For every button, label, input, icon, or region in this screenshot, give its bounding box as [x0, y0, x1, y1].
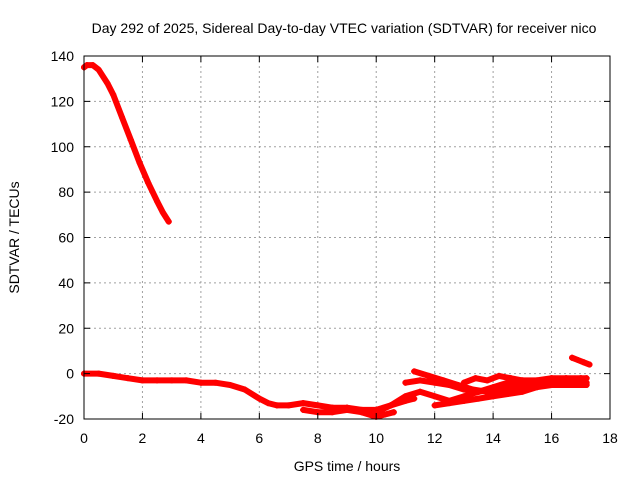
data-point — [455, 381, 462, 388]
data-point — [519, 388, 526, 395]
data-point — [390, 409, 397, 416]
data-point — [154, 198, 161, 205]
data-point — [574, 357, 581, 364]
data-point — [83, 62, 90, 69]
x-tick-label: 10 — [368, 430, 384, 446]
data-layer — [81, 62, 593, 420]
data-point — [411, 368, 418, 375]
data-point — [159, 209, 166, 216]
y-tick-label: 140 — [51, 48, 75, 64]
data-point — [577, 381, 584, 388]
data-point — [431, 393, 438, 400]
data-point — [417, 377, 424, 384]
data-point — [402, 393, 409, 400]
data-point — [548, 381, 555, 388]
data-point — [387, 402, 394, 409]
data-point — [300, 400, 307, 407]
data-point — [446, 400, 453, 407]
data-point — [95, 66, 102, 73]
x-tick-label: 12 — [427, 430, 443, 446]
data-point — [472, 375, 479, 382]
data-point — [89, 62, 96, 69]
data-point — [507, 375, 514, 382]
data-point — [484, 377, 491, 384]
x-tick-label: 6 — [255, 430, 263, 446]
y-tick-label: -20 — [54, 411, 74, 427]
data-point — [314, 402, 321, 409]
data-point — [241, 386, 248, 393]
data-point — [381, 411, 388, 418]
x-tick-label: 8 — [314, 430, 322, 446]
y-tick-label: 40 — [58, 275, 74, 291]
data-point — [154, 377, 161, 384]
series-line-satellite-arc-9 — [569, 354, 593, 368]
tick-layer: 0 2 4 6 8 10 12 14 16 18 -20 0 20 40 60 80 100 120 140 — [51, 48, 618, 446]
data-point — [460, 379, 467, 386]
y-tick-label: 80 — [58, 184, 74, 200]
y-tick-label: 0 — [66, 366, 74, 382]
data-point — [533, 384, 540, 391]
data-point — [563, 381, 570, 388]
data-point — [440, 377, 447, 384]
data-point — [402, 379, 409, 386]
data-point — [227, 381, 234, 388]
data-point — [212, 379, 219, 386]
data-point — [300, 406, 307, 413]
x-tick-label: 16 — [544, 430, 560, 446]
x-axis-title: GPS time / hours — [294, 458, 401, 474]
data-point — [425, 372, 432, 379]
data-point — [490, 393, 497, 400]
data-point — [136, 159, 143, 166]
data-point — [460, 397, 467, 404]
y-tick-label: 120 — [51, 93, 75, 109]
data-point — [95, 370, 102, 377]
data-point — [168, 377, 175, 384]
data-point — [256, 395, 263, 402]
data-point — [145, 180, 152, 187]
x-tick-label: 18 — [602, 430, 618, 446]
x-tick-label: 2 — [139, 430, 147, 446]
y-axis-title: SDTVAR / TECUs — [6, 181, 22, 293]
data-point — [504, 391, 511, 398]
y-tick-label: 100 — [51, 139, 75, 155]
grid-layer — [84, 56, 610, 419]
plot-frame — [83, 55, 611, 420]
data-point — [344, 406, 350, 413]
data-point — [569, 354, 576, 361]
data-point — [586, 361, 593, 368]
data-point — [519, 377, 526, 384]
x-tick-label: 0 — [80, 430, 88, 446]
data-point — [358, 409, 365, 416]
data-point — [583, 381, 590, 388]
data-point — [417, 388, 424, 395]
data-point — [110, 91, 117, 98]
y-tick-label: 20 — [58, 320, 74, 336]
series-line-satellite-arc-2 — [81, 370, 418, 413]
data-point — [475, 395, 482, 402]
data-point — [484, 388, 491, 395]
data-point — [469, 386, 476, 393]
y-tick-label: 60 — [58, 230, 74, 246]
data-point — [183, 377, 190, 384]
data-point — [495, 372, 502, 379]
data-point — [124, 375, 131, 382]
series-line-satellite-arc-1 — [81, 62, 172, 225]
data-point — [197, 379, 204, 386]
data-point — [165, 218, 172, 225]
x-tick-label: 4 — [197, 430, 205, 446]
data-point — [329, 409, 336, 416]
data-point — [139, 377, 146, 384]
data-point — [110, 372, 117, 379]
data-point — [431, 402, 438, 409]
data-point — [118, 114, 125, 121]
data-point — [127, 136, 134, 143]
data-point — [265, 400, 272, 407]
data-point — [285, 402, 292, 409]
data-point — [580, 359, 587, 366]
data-point — [273, 402, 280, 409]
data-point — [104, 80, 111, 87]
chart-title: Day 292 of 2025, Sidereal Day-to-day VTE… — [92, 20, 597, 36]
x-tick-label: 14 — [485, 430, 501, 446]
